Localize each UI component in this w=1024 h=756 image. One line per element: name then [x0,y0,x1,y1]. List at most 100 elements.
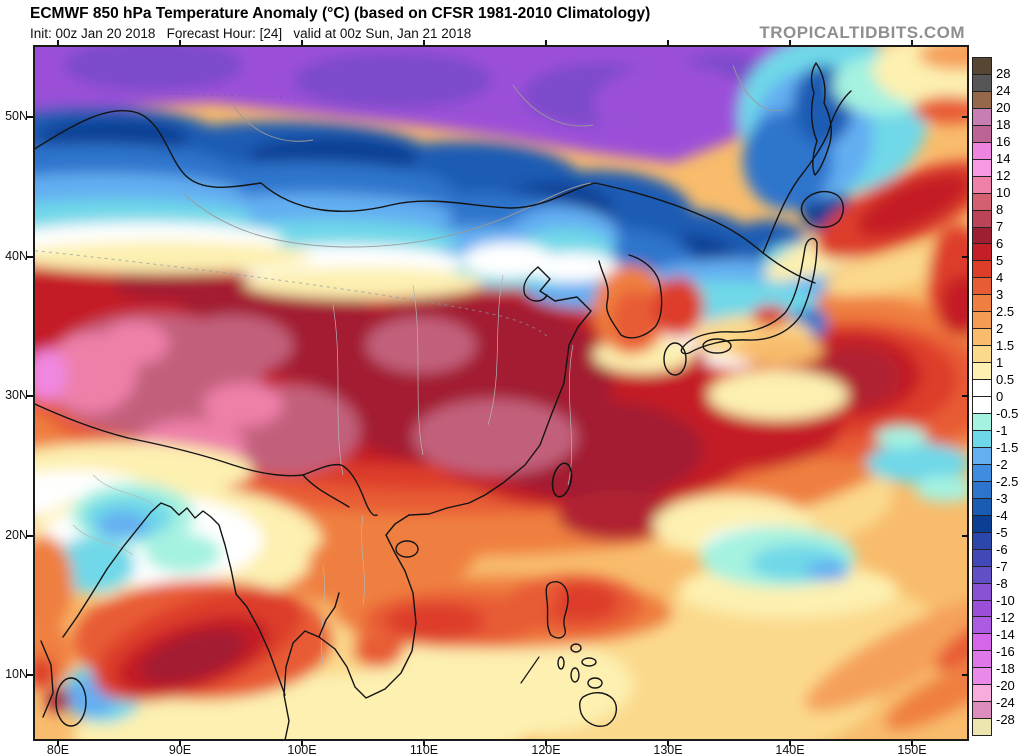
lon-tick-bottom-140E [789,741,791,746]
lon-tick-bottom-90E [179,741,181,746]
lon-tick-bottom-80E [57,741,59,746]
colorbar-label-8: 8 [996,202,1004,218]
colorbar-label--6: -6 [996,541,1008,557]
lat-label-20N: 20N [5,528,28,542]
colorbar-cell-39 [973,719,991,736]
lon-label-140E: 140E [775,743,805,756]
colorbar-label--1: -1 [996,422,1008,438]
lon-label-90E: 90E [168,743,192,756]
colorbar-label-20: 20 [996,100,1011,116]
colorbar-label-0: 0 [996,389,1004,404]
lon-tick-bottom-100E [301,741,303,746]
colorbar-label--2.5: -2.5 [996,473,1019,489]
colorbar-label-7: 7 [996,219,1004,235]
lat-tick-left-10N [27,674,33,676]
lon-label-150E: 150E [897,743,927,756]
colorbar-label--28: -28 [996,711,1015,727]
colorbar-label-12: 12 [996,168,1011,184]
colorbar-cell-0 [973,58,991,75]
lat-label-50N: 50N [5,109,28,123]
colorbar-cell-29 [973,549,991,567]
lat-label-40N: 40N [5,249,28,263]
lat-tick-left-50N [27,116,33,118]
map-frame [0,25,1013,756]
colorbar-cell-38 [973,702,991,720]
colorbar-label-0.5: 0.5 [996,372,1015,388]
colorbar-cell-33 [973,617,991,635]
colorbar-cell-23 [973,447,991,465]
colorbar-label-4: 4 [996,270,1004,286]
colorbar-cell-9 [973,210,991,228]
colorbar-cell-6 [973,159,991,177]
colorbar-cell-2 [973,91,991,109]
colorbar-cell-22 [973,430,991,448]
colorbar-cell-13 [973,278,991,296]
lat-tick-right-50N [962,116,969,118]
colorbar-cell-16 [973,329,991,347]
colorbar-cell-15 [973,312,991,330]
colorbar-cell-11 [973,244,991,262]
colorbar-label-2: 2 [996,321,1004,337]
colorbar-label-1.5: 1.5 [996,338,1015,354]
colorbar-label-3: 3 [996,287,1004,303]
lat-tick-left-40N [27,256,33,258]
colorbar-cell-4 [973,125,991,143]
lon-tick-top-90E [179,40,181,45]
colorbar-cell-35 [973,651,991,669]
colorbar-cell-28 [973,532,991,550]
lon-tick-bottom-150E [911,741,913,746]
colorbar-label--24: -24 [996,694,1015,710]
colorbar-label-24: 24 [996,83,1011,99]
lat-label-30N: 30N [5,388,28,402]
lon-tick-bottom-110E [423,741,425,746]
anomaly-field-layer [0,25,1013,756]
colorbar-cell-3 [973,108,991,126]
colorbar-cell-1 [973,74,991,92]
colorbar-label--2: -2 [996,456,1008,472]
colorbar-cell-25 [973,481,991,499]
colorbar-label-14: 14 [996,151,1011,167]
lat-label-10N: 10N [5,667,28,681]
map-title: ECMWF 850 hPa Temperature Anomaly (°C) (… [30,5,651,22]
lon-tick-top-110E [423,40,425,45]
colorbar-cell-36 [973,668,991,686]
colorbar-cell-20 [973,397,991,415]
colorbar-label--1.5: -1.5 [996,439,1019,455]
colorbar-label--8: -8 [996,575,1008,591]
colorbar-label-5: 5 [996,253,1004,269]
colorbar-cell-32 [973,600,991,618]
colorbar-cell-10 [973,227,991,245]
colorbar-label--12: -12 [996,609,1015,625]
colorbar-label-2.5: 2.5 [996,304,1015,320]
lon-tick-top-150E [911,40,913,45]
colorbar-cell-14 [973,295,991,313]
colorbar-cell-19 [973,380,991,398]
colorbar-label--14: -14 [996,626,1015,642]
map-subtitle: Init: 00z Jan 20 2018 Forecast Hour: [24… [30,26,472,41]
colorbar-label--0.5: -0.5 [996,405,1019,421]
colorbar-cell-27 [973,515,991,533]
colorbar-label--4: -4 [996,507,1008,523]
colorbar-cell-5 [973,142,991,160]
colorbar-cell-26 [973,498,991,516]
colorbar-cell-12 [973,261,991,279]
colorbar-cell-34 [973,634,991,652]
lon-label-120E: 120E [531,743,561,756]
colorbar [972,57,992,736]
lon-tick-top-120E [545,40,547,45]
colorbar-label--16: -16 [996,643,1015,659]
anomaly-map-svg [0,25,1013,756]
lon-tick-bottom-120E [545,741,547,746]
coastlines-layer [27,62,852,746]
contour-lines-layer [27,86,644,338]
lat-tick-right-10N [962,674,969,676]
colorbar-label-1: 1 [996,355,1004,371]
colorbar-label-18: 18 [996,117,1011,133]
colorbar-cell-37 [973,685,991,703]
lon-label-110E: 110E [409,743,439,756]
colorbar-label--5: -5 [996,524,1008,540]
colorbar-cell-21 [973,414,991,431]
colorbar-label-28: 28 [996,66,1011,82]
colorbar-label-16: 16 [996,134,1011,150]
